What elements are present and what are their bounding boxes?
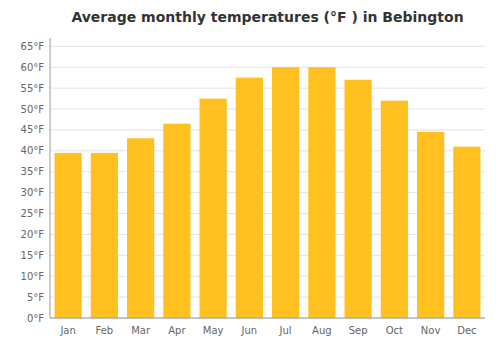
x-tick-label: Jun [241,325,258,336]
bar [345,80,372,318]
bar [453,147,480,318]
y-tick-label: 0°F [27,313,44,324]
x-tick-label: Sep [349,325,368,336]
bar [272,67,299,318]
title: Average monthly temperatures (°F ) in Be… [71,9,463,25]
bar [381,101,408,318]
background [0,0,500,350]
bars [55,67,481,318]
x-tick-label: Feb [96,325,114,336]
grid-line [50,129,485,130]
bar [91,153,118,318]
bar [236,78,263,318]
bar [417,132,444,318]
y-axis-line [50,38,51,318]
y-tick-label: 35°F [21,166,45,177]
x-tick-label: May [203,325,224,336]
bar [127,138,154,318]
x-tick-label: Jan [59,325,75,336]
y-tick-label: 65°F [21,41,45,52]
x-tick-label: Oct [386,325,403,336]
x-tick-label: Jul [279,325,292,336]
y-tick-label: 55°F [21,83,45,94]
bar [163,124,190,318]
y-tick-label: 40°F [21,145,45,156]
y-axis: 0°F 5°F 10°F 15°F 20°F 25°F 30°F 35°F 40°F 45°F 50… [21,41,485,324]
x-axis-line [50,318,485,319]
y-tick-label: 25°F [21,208,45,219]
y-tick-label: 10°F [21,271,45,282]
y-tick-label: 5°F [27,292,44,303]
grid-line [50,318,485,319]
grid-line [50,88,485,89]
bar [200,99,227,318]
grid-line [50,109,485,110]
y-tick-label: 20°F [21,229,45,240]
y-tick-label: 30°F [21,187,45,198]
grid-line [50,46,485,47]
y-tick-label: 50°F [21,104,45,115]
y-tick-label: 45°F [21,124,45,135]
chart: Average monthly temperatures (°F ) in Be… [0,0,500,350]
y-tick-label: 60°F [21,62,45,73]
bar [55,153,82,318]
x-tick-label: Dec [457,325,476,336]
x-tick-label: Aug [312,325,332,336]
bar [308,67,335,318]
x-tick-label: Nov [421,325,441,336]
x-tick-label: Mar [131,325,151,336]
y-tick-label: 15°F [21,250,45,261]
x-axis: Jan Feb Mar Apr May Jun Jul Aug Sep Oct Nov Dec [59,325,476,336]
grid-line [50,67,485,68]
x-tick-label: Apr [168,325,186,336]
